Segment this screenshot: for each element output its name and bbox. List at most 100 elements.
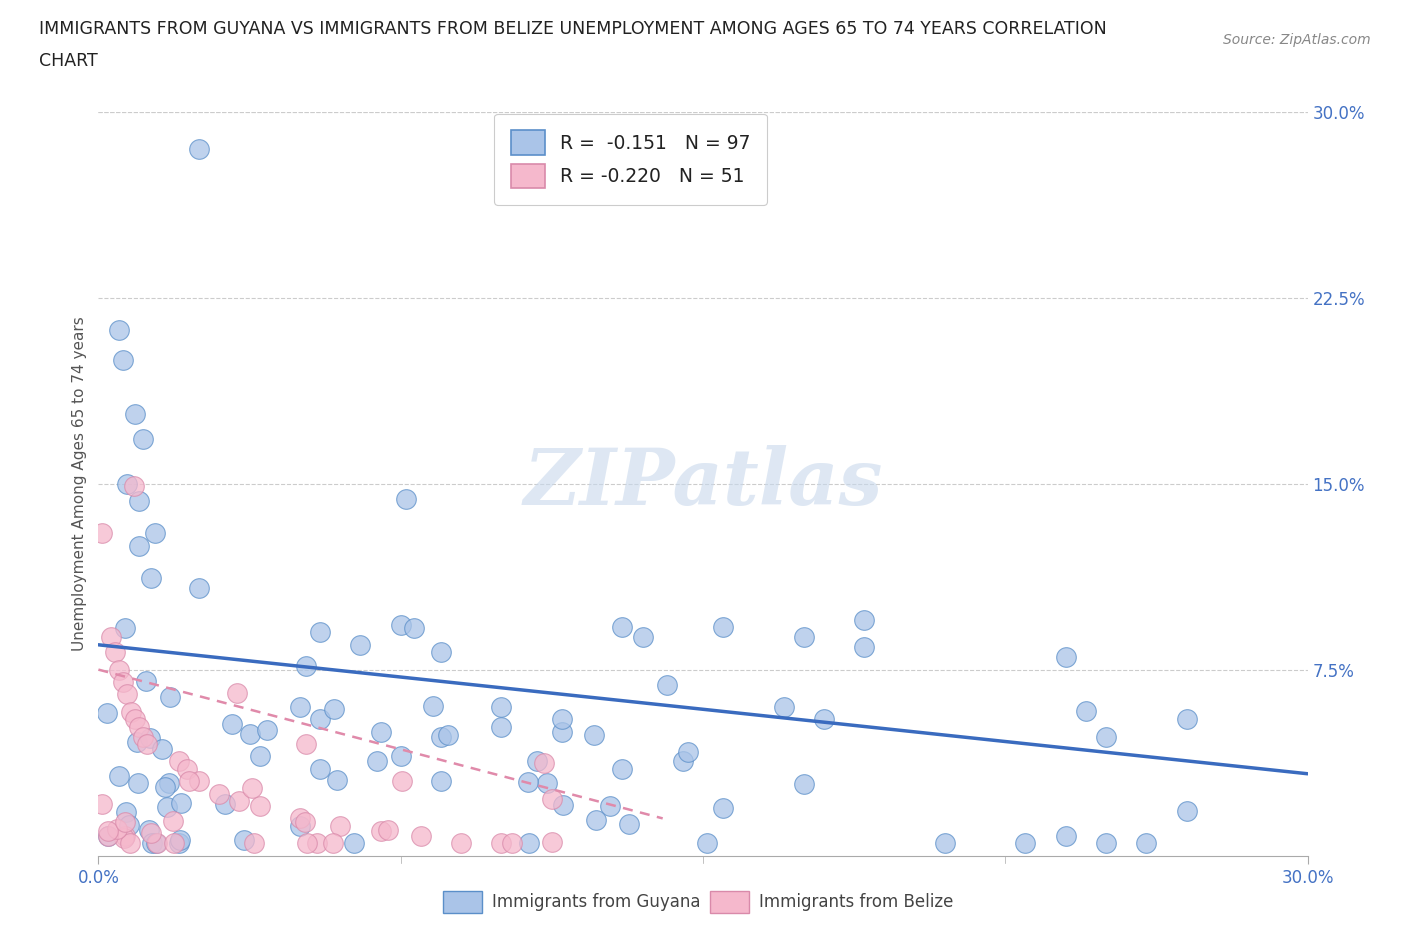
- Point: [501, 836, 523, 851]
- Point: [676, 745, 699, 760]
- Text: Source: ZipAtlas.com: Source: ZipAtlas.com: [1223, 33, 1371, 46]
- Point: [436, 727, 458, 742]
- Point: [233, 833, 256, 848]
- Point: [541, 835, 564, 850]
- Point: [124, 711, 146, 726]
- Point: [177, 773, 200, 788]
- Point: [1175, 804, 1198, 818]
- Point: [111, 352, 134, 367]
- Point: [221, 716, 243, 731]
- Point: [617, 817, 640, 831]
- Point: [696, 836, 718, 851]
- Point: [450, 836, 472, 851]
- Point: [242, 780, 264, 795]
- Point: [114, 815, 136, 830]
- Point: [249, 799, 271, 814]
- Point: [170, 795, 193, 810]
- Point: [322, 702, 344, 717]
- Point: [772, 699, 794, 714]
- Point: [114, 828, 136, 843]
- Point: [188, 580, 211, 595]
- Point: [243, 836, 266, 851]
- Point: [225, 685, 247, 700]
- Point: [167, 754, 190, 769]
- Point: [349, 637, 371, 652]
- Point: [655, 678, 678, 693]
- Point: [132, 432, 155, 446]
- Point: [793, 630, 815, 644]
- Point: [139, 825, 162, 840]
- Point: [377, 822, 399, 837]
- Point: [551, 724, 574, 739]
- Point: [143, 525, 166, 540]
- Point: [139, 731, 162, 746]
- Point: [132, 729, 155, 744]
- Point: [295, 658, 318, 673]
- Point: [389, 618, 412, 632]
- Point: [295, 836, 318, 851]
- Point: [1054, 650, 1077, 665]
- Point: [167, 836, 190, 851]
- Point: [1175, 711, 1198, 726]
- Point: [135, 674, 157, 689]
- Point: [105, 821, 128, 836]
- Point: [491, 836, 513, 851]
- Text: Immigrants from Belize: Immigrants from Belize: [759, 893, 953, 911]
- Point: [402, 620, 425, 635]
- Point: [159, 689, 181, 704]
- Point: [114, 620, 136, 635]
- Point: [491, 719, 513, 734]
- Point: [115, 476, 138, 491]
- Point: [1074, 703, 1097, 718]
- Point: [612, 762, 634, 777]
- Point: [103, 644, 125, 659]
- Point: [711, 620, 734, 635]
- Point: [141, 836, 163, 851]
- Point: [309, 625, 332, 640]
- Point: [100, 630, 122, 644]
- Point: [370, 823, 392, 838]
- Point: [208, 786, 231, 801]
- Point: [169, 832, 191, 847]
- Point: [115, 687, 138, 702]
- Point: [517, 836, 540, 851]
- Point: [163, 836, 186, 851]
- Point: [256, 723, 278, 737]
- Point: [430, 774, 453, 789]
- Point: [115, 804, 138, 819]
- Point: [325, 772, 347, 787]
- Point: [1135, 835, 1157, 850]
- Point: [1095, 836, 1118, 851]
- Text: CHART: CHART: [39, 52, 98, 70]
- Point: [583, 727, 606, 742]
- Point: [188, 141, 211, 156]
- Point: [711, 800, 734, 815]
- Point: [322, 836, 344, 851]
- Point: [536, 776, 558, 790]
- Point: [516, 774, 538, 789]
- Point: [599, 798, 621, 813]
- Point: [91, 525, 114, 540]
- Point: [228, 793, 250, 808]
- Point: [112, 830, 135, 845]
- Point: [342, 836, 364, 851]
- Point: [612, 620, 634, 635]
- Point: [329, 818, 352, 833]
- Point: [162, 813, 184, 828]
- Point: [551, 711, 574, 726]
- Point: [108, 768, 131, 783]
- Point: [96, 705, 118, 720]
- Point: [122, 479, 145, 494]
- Point: [156, 800, 179, 815]
- Point: [370, 724, 392, 739]
- Y-axis label: Unemployment Among Ages 65 to 74 years: Unemployment Among Ages 65 to 74 years: [72, 316, 87, 651]
- Point: [1014, 836, 1036, 851]
- Point: [128, 538, 150, 553]
- Text: IMMIGRANTS FROM GUYANA VS IMMIGRANTS FROM BELIZE UNEMPLOYMENT AMONG AGES 65 TO 7: IMMIGRANTS FROM GUYANA VS IMMIGRANTS FRO…: [39, 20, 1107, 38]
- Point: [853, 639, 876, 654]
- Point: [288, 699, 311, 714]
- Point: [813, 711, 835, 726]
- Point: [491, 699, 513, 714]
- Point: [120, 704, 142, 719]
- Point: [422, 698, 444, 713]
